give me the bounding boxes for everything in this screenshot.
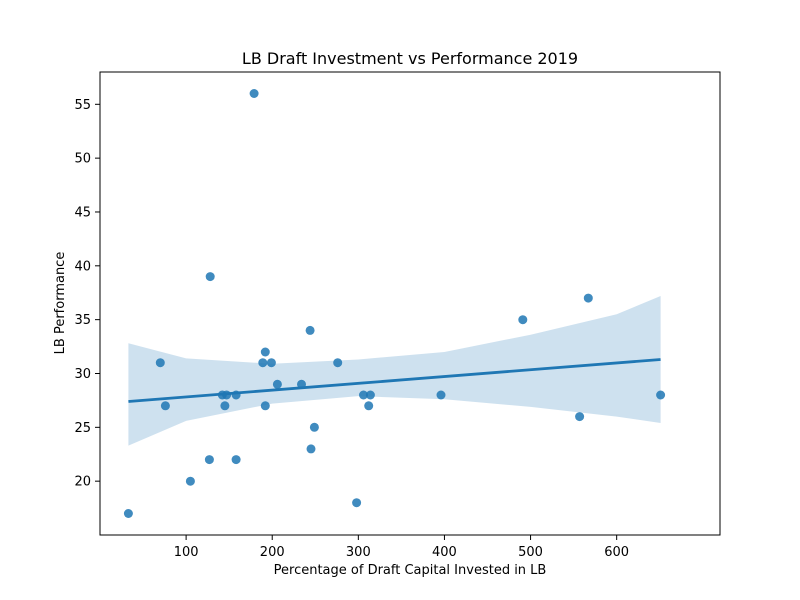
data-point — [205, 272, 215, 282]
data-points — [123, 89, 666, 518]
x-tick-label: 600 — [604, 545, 629, 560]
data-point — [333, 358, 343, 368]
axes-frame — [99, 71, 721, 536]
data-point — [352, 498, 362, 508]
data-point — [364, 401, 374, 411]
data-point — [258, 358, 268, 368]
data-point — [185, 476, 195, 486]
x-tick-label: 300 — [346, 545, 371, 560]
data-point — [123, 509, 133, 518]
data-point — [365, 390, 375, 400]
data-point — [309, 422, 319, 432]
data-point — [583, 293, 593, 303]
data-point — [260, 401, 270, 411]
data-point — [249, 89, 259, 98]
data-point — [155, 358, 165, 368]
y-axis-label: LB Performance — [53, 252, 68, 355]
x-tick-label: 200 — [260, 545, 285, 560]
y-tick-label: 55 — [74, 98, 91, 113]
data-point — [231, 455, 241, 465]
data-point — [305, 325, 315, 335]
data-point — [306, 444, 316, 454]
plot-area — [99, 71, 721, 536]
confidence-band — [128, 296, 661, 446]
data-point — [436, 390, 446, 400]
x-tick-label: 500 — [518, 545, 543, 560]
data-point — [220, 401, 230, 411]
regression-line — [128, 358, 661, 403]
y-tick-label: 20 — [74, 475, 91, 490]
data-point — [359, 390, 368, 400]
data-point — [272, 379, 282, 389]
x-axis-label: Percentage of Draft Capital Invested in … — [274, 563, 547, 578]
data-point — [204, 455, 214, 465]
data-point — [260, 347, 270, 357]
y-tick-label: 30 — [74, 367, 91, 382]
x-axis-ticks: 100 200 300 400 500 600 — [174, 535, 629, 560]
x-tick-label: 100 — [174, 545, 199, 560]
data-point — [518, 315, 528, 325]
y-tick-label: 40 — [74, 259, 91, 274]
data-point — [656, 390, 666, 400]
y-tick-label: 50 — [74, 152, 91, 167]
data-point — [160, 401, 170, 411]
x-tick-label: 400 — [432, 545, 457, 560]
chart-title: LB Draft Investment vs Performance 2019 — [242, 49, 578, 68]
y-tick-label: 45 — [74, 205, 91, 220]
y-axis-ticks: 20 25 30 35 40 45 50 55 — [74, 98, 100, 490]
y-tick-label: 35 — [74, 313, 91, 328]
data-point — [266, 358, 276, 368]
y-tick-label: 25 — [74, 421, 91, 436]
data-point — [575, 412, 585, 422]
